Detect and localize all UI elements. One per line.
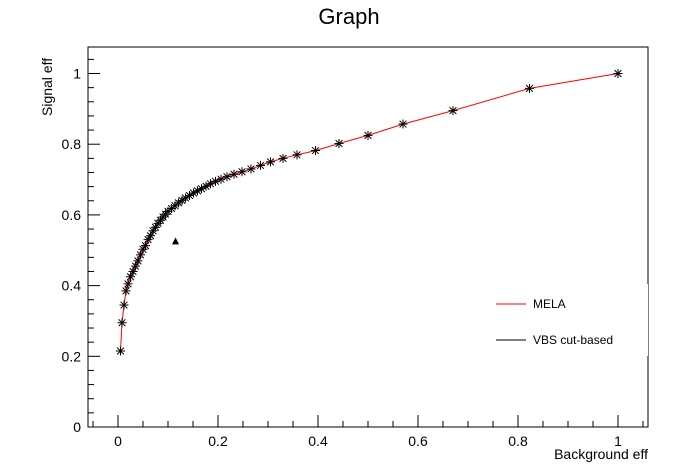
mela-point bbox=[117, 318, 127, 328]
mela-point bbox=[448, 106, 458, 116]
mela-point bbox=[197, 184, 206, 194]
y-tick-label: 0.8 bbox=[62, 136, 82, 152]
mela-point bbox=[193, 186, 202, 196]
y-tick-label: 0.6 bbox=[62, 207, 82, 223]
mela-point bbox=[119, 300, 129, 310]
y-tick-label: 0.4 bbox=[62, 278, 82, 294]
x-tick-label: 0.8 bbox=[508, 433, 528, 449]
mela-point bbox=[292, 150, 302, 160]
x-tick-label: 0 bbox=[114, 433, 122, 449]
mela-point bbox=[278, 153, 288, 163]
mela-point bbox=[334, 139, 344, 149]
mela-point bbox=[121, 286, 131, 296]
mela-point bbox=[123, 279, 133, 289]
mela-point bbox=[525, 83, 534, 93]
chart-title: Graph bbox=[318, 4, 379, 29]
legend-label-vbs: VBS cut-based bbox=[533, 333, 613, 347]
mela-point bbox=[398, 119, 408, 129]
legend-box bbox=[488, 284, 648, 356]
mela-point bbox=[256, 160, 265, 170]
mela-point bbox=[222, 172, 232, 182]
mela-point bbox=[266, 157, 275, 167]
mela-point bbox=[185, 190, 194, 200]
mela-point bbox=[363, 130, 373, 140]
mela-point bbox=[613, 69, 623, 79]
mela-point bbox=[237, 167, 247, 177]
mela-point bbox=[246, 164, 256, 174]
axis-tick-labels: 0 0.2 0.4 0.6 0.8 1 0 0.2 0.4 0.6 0.8 1 bbox=[62, 66, 623, 449]
axis-ticks bbox=[88, 58, 644, 428]
x-axis-title: Background eff bbox=[554, 446, 648, 462]
series-markers bbox=[116, 69, 623, 356]
y-tick-label: 0 bbox=[73, 419, 81, 435]
mela-point bbox=[116, 346, 125, 356]
mela-point bbox=[229, 169, 239, 179]
y-axis-title: Signal eff bbox=[39, 58, 55, 116]
x-tick-label: 0.6 bbox=[408, 433, 428, 449]
x-tick-label: 0.2 bbox=[208, 433, 228, 449]
mela-point bbox=[311, 146, 320, 156]
x-tick-label: 0.4 bbox=[308, 433, 328, 449]
x-tick-label: 1 bbox=[614, 433, 622, 449]
legend-label-mela: MELA bbox=[533, 297, 566, 311]
y-tick-label: 0.2 bbox=[62, 348, 82, 364]
y-tick-label: 1 bbox=[73, 66, 81, 82]
legend: MELA VBS cut-based bbox=[488, 284, 648, 356]
vbs-cut-based-point bbox=[172, 237, 179, 245]
